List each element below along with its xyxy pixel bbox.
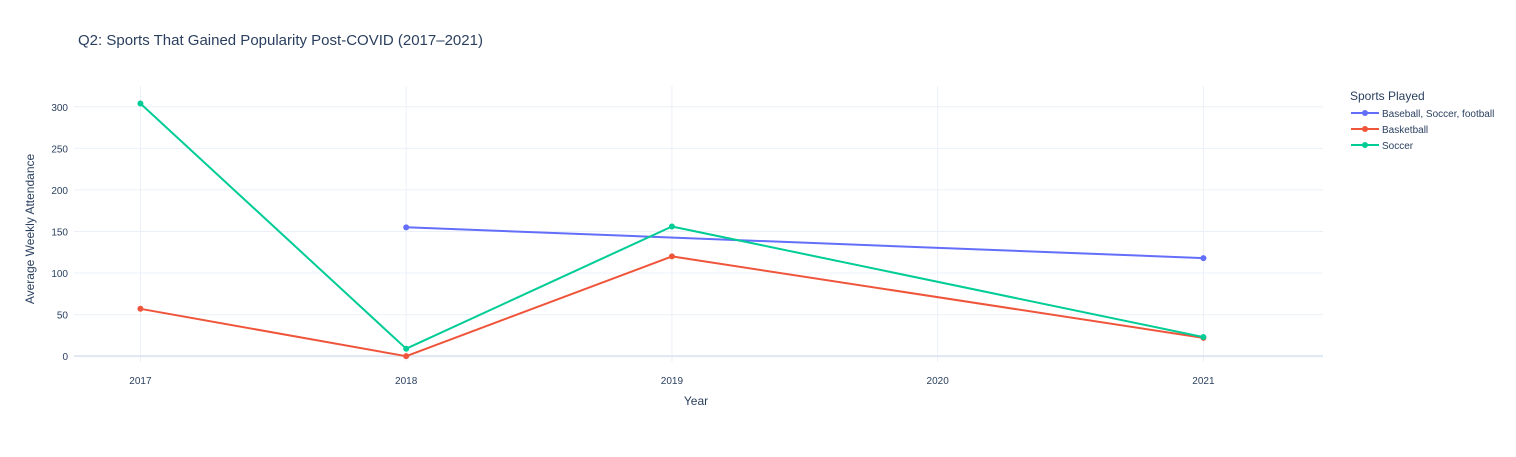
grid — [74, 86, 1323, 362]
x-tick-label: 2021 — [1192, 376, 1215, 387]
series-line — [139, 102, 1204, 350]
series-line — [406, 226, 1204, 260]
y-tick-label: 150 — [51, 227, 68, 238]
data-point — [403, 224, 410, 231]
series-1 — [137, 253, 1207, 360]
series-lines — [137, 100, 1207, 360]
legend-label: Basketball — [1382, 125, 1428, 136]
y-tick-label: 300 — [51, 103, 68, 114]
legend-item: Baseball, Soccer, football — [1351, 109, 1494, 120]
legend-swatch-marker — [1362, 126, 1368, 132]
x-tick-label: 2020 — [927, 376, 950, 387]
y-tick-label: 250 — [51, 144, 68, 155]
legend-label: Soccer — [1382, 141, 1414, 152]
y-axis-label: Average Weekly Attendance — [23, 154, 37, 305]
legend-swatch-marker — [1362, 110, 1368, 116]
y-tick-label: 200 — [51, 186, 68, 197]
x-axis-label: Year — [684, 394, 708, 408]
legend: Sports Played Baseball, Soccer, football… — [1350, 89, 1494, 152]
x-tick-label: 2018 — [395, 376, 418, 387]
data-point — [1200, 334, 1207, 341]
data-point — [403, 345, 410, 352]
y-tick-label: 0 — [62, 352, 68, 363]
data-point — [1200, 255, 1207, 262]
y-tick-label: 100 — [51, 269, 68, 280]
x-tick-label: 2019 — [661, 376, 684, 387]
legend-label: Baseball, Soccer, football — [1382, 109, 1494, 120]
data-point — [137, 100, 144, 107]
legend-item: Soccer — [1351, 141, 1414, 152]
data-point — [668, 253, 675, 260]
data-point — [668, 223, 675, 230]
series-line — [140, 255, 1204, 358]
axes: 2017 2018 2019 2020 2021 0 50 100 150 200 250 300 — [51, 103, 1215, 387]
series-0 — [403, 224, 1207, 262]
legend-title: Sports Played — [1350, 89, 1425, 103]
data-point — [137, 305, 144, 312]
x-tick-label: 2017 — [129, 376, 152, 387]
legend-swatch-marker — [1362, 142, 1368, 148]
data-point — [403, 353, 410, 360]
series-2 — [137, 100, 1207, 352]
legend-items: Baseball, Soccer, football Basketball Socc… — [1351, 109, 1494, 152]
y-tick-label: 50 — [57, 311, 69, 322]
chart-title: Q2: Sports That Gained Popularity Post-C… — [78, 32, 483, 49]
legend-item: Basketball — [1351, 125, 1428, 136]
